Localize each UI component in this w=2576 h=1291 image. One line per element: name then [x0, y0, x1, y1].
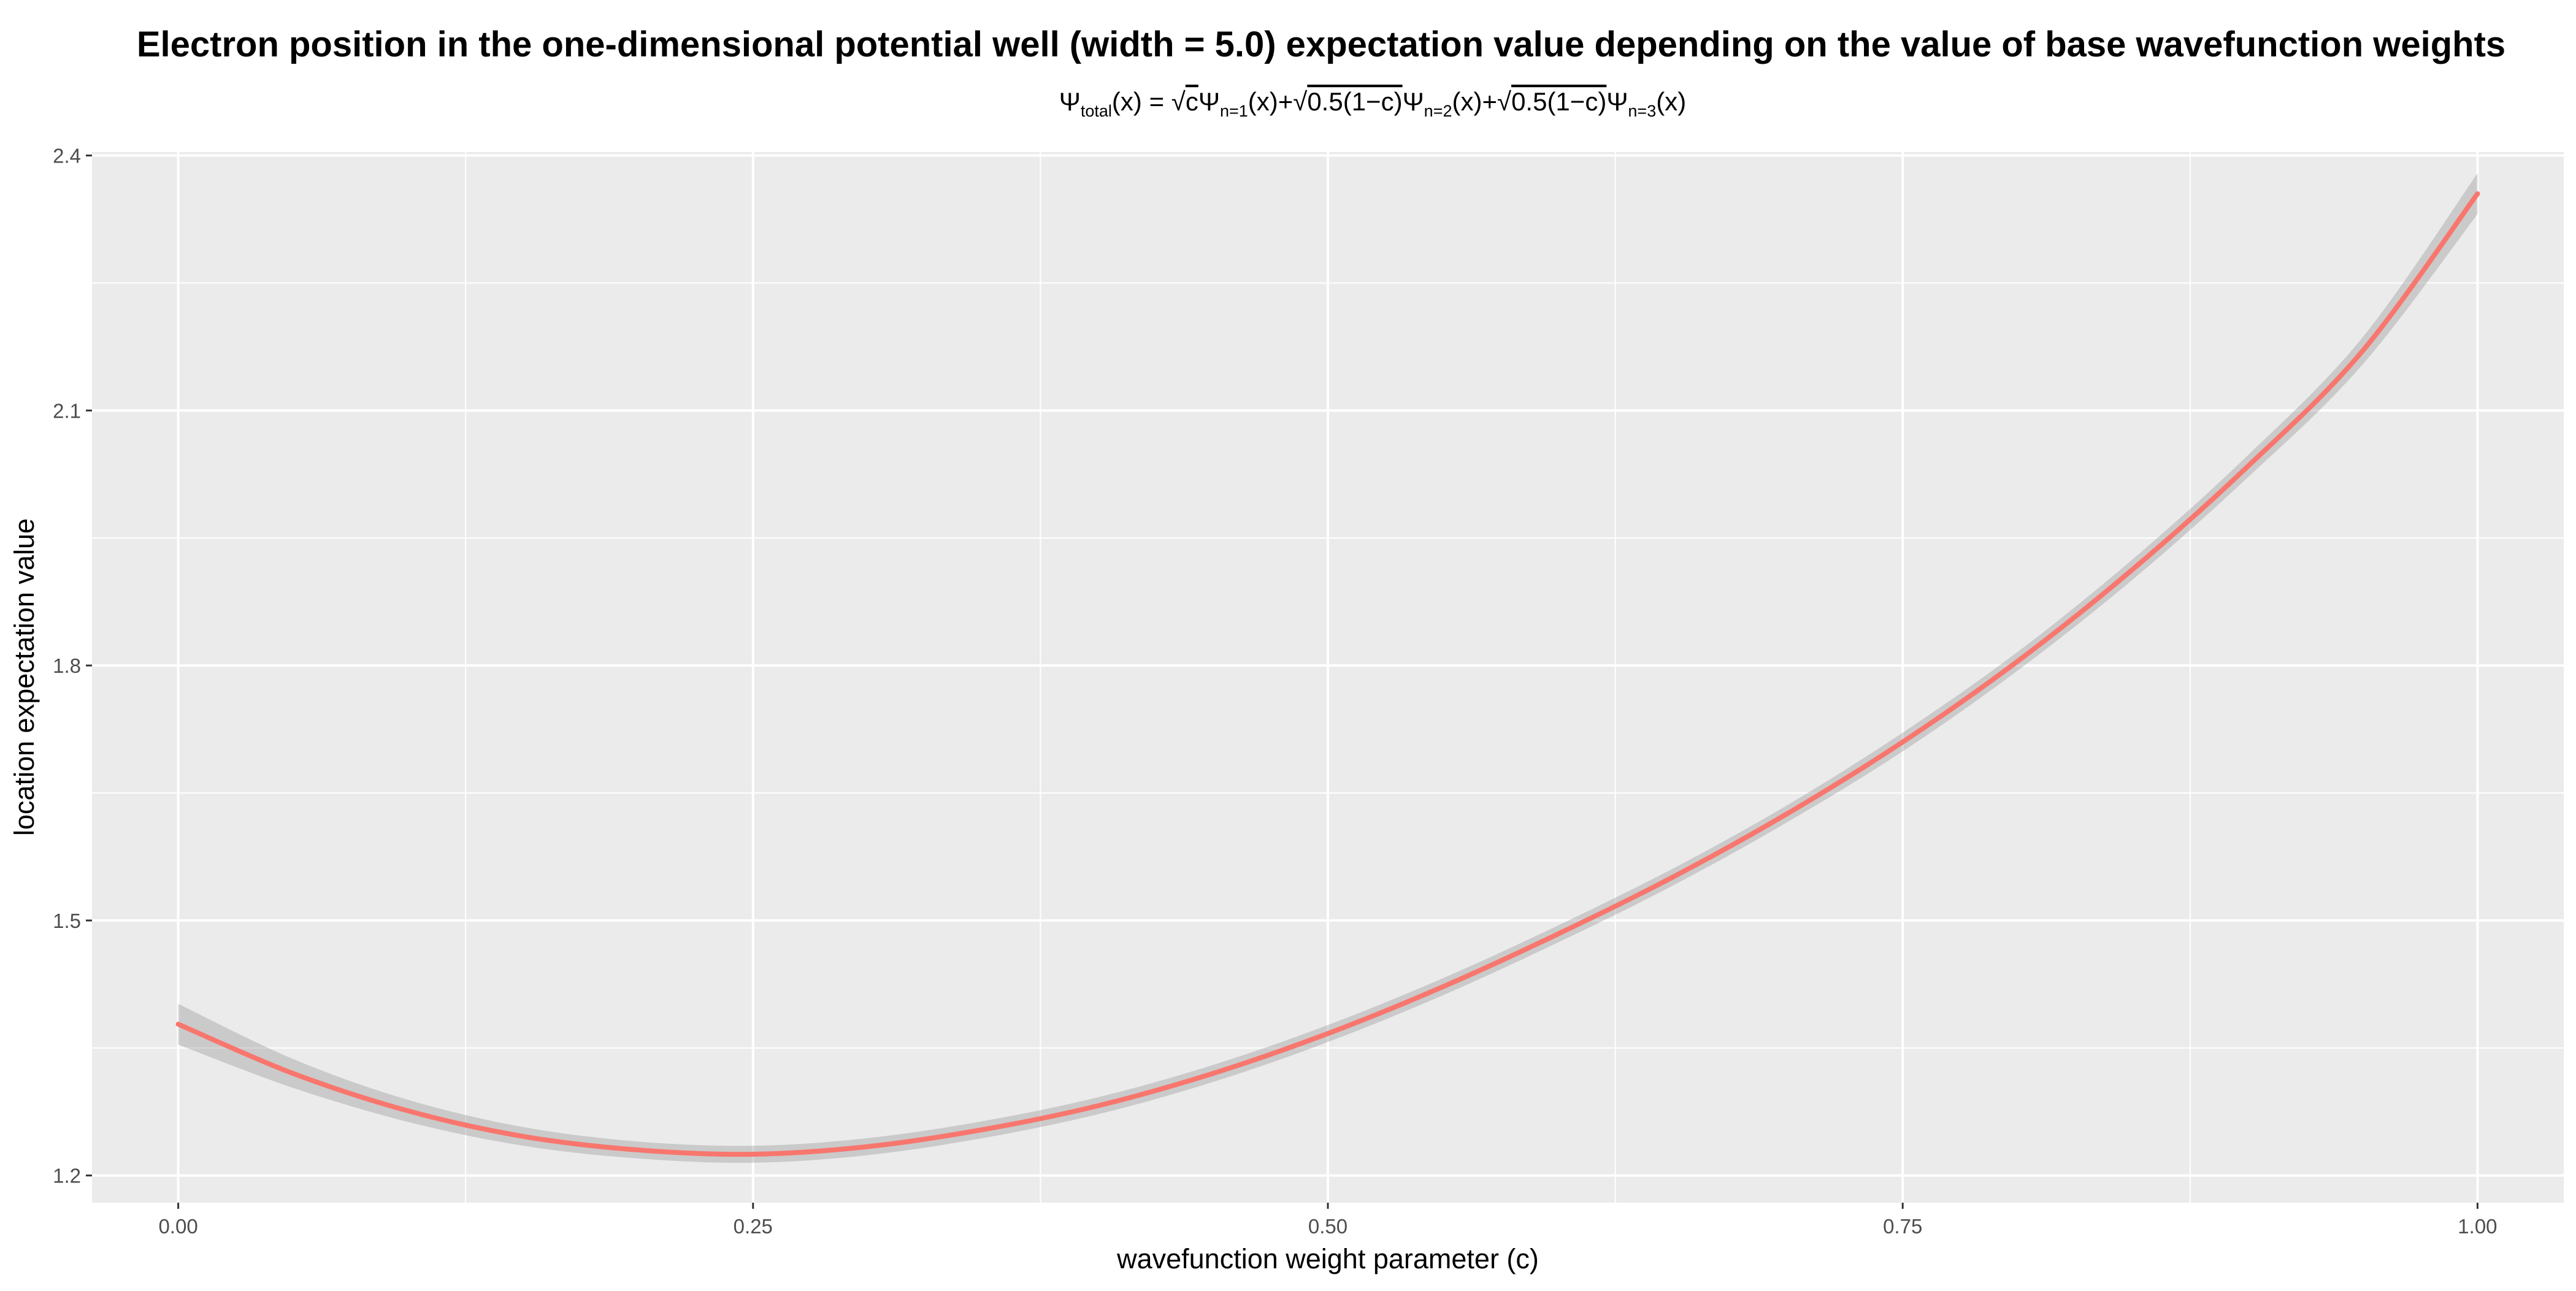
chart-subtitle: Ψtotal(x) = √cΨn=1(x)+√0.5(1−c)Ψn=2(x)+√… — [1059, 87, 1686, 120]
y-tick-label: 2.4 — [53, 145, 81, 167]
x-tick-label: 0.50 — [1308, 1215, 1347, 1238]
chart-title: Electron position in the one-dimensional… — [137, 25, 2505, 64]
y-axis: 1.2 1.5 1.8 2.1 2.4 — [53, 145, 92, 1187]
series-layer — [175, 191, 2480, 1157]
subtitle-psi-total: Ψ — [1059, 87, 1081, 116]
confidence-band — [178, 173, 2478, 1163]
x-tick-label: 0.75 — [1883, 1215, 1922, 1238]
y-axis-title: location expectation value — [9, 518, 40, 836]
y-tick-label: 1.5 — [53, 910, 81, 932]
x-axis-title: wavefunction weight parameter (c) — [1116, 1243, 1539, 1274]
x-tick-label: 1.00 — [2458, 1215, 2497, 1238]
x-tick-label: 0.25 — [734, 1215, 773, 1238]
series-line — [175, 191, 2480, 1157]
confidence-band-area — [178, 173, 2478, 1163]
y-tick-label: 2.1 — [53, 399, 81, 422]
grid-major — [92, 152, 2564, 1203]
y-tick-label: 1.2 — [53, 1165, 81, 1187]
y-tick-label: 1.8 — [53, 654, 81, 677]
x-tick-label: 0.00 — [158, 1215, 197, 1238]
x-axis: 0.00 0.25 0.50 0.75 1.00 — [158, 1203, 2497, 1238]
